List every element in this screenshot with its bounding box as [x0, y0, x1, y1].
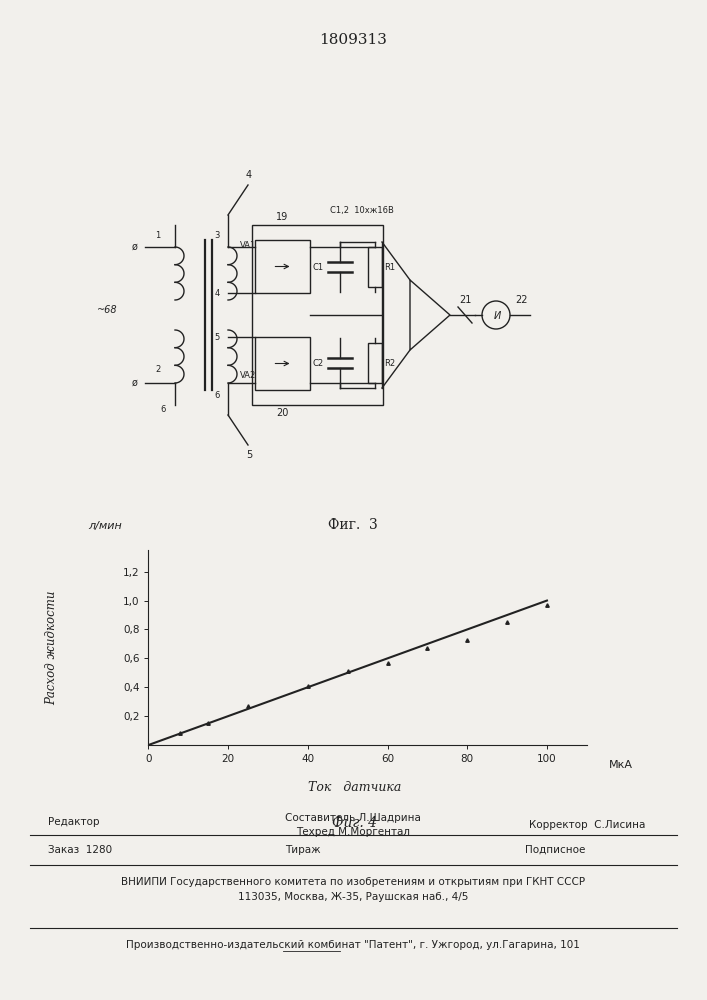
Bar	[255, 240, 310, 293]
Text: Фиг.  3: Фиг. 3	[328, 518, 378, 532]
Text: VA1: VA1	[240, 240, 256, 249]
Text: Фиг. 4: Фиг. 4	[332, 816, 377, 830]
Text: R1: R1	[384, 262, 395, 271]
Text: Редактор: Редактор	[48, 817, 100, 827]
Text: И: И	[493, 311, 501, 321]
Text: ~68: ~68	[98, 305, 118, 315]
Text: 2: 2	[155, 365, 160, 374]
Text: 3: 3	[215, 231, 220, 239]
Text: 113035, Москва, Ж-35, Раушская наб., 4/5: 113035, Москва, Ж-35, Раушская наб., 4/5	[238, 892, 468, 902]
Text: Расход жидкости: Расход жидкости	[45, 590, 59, 705]
Text: Подписное: Подписное	[525, 845, 585, 855]
Text: 19: 19	[276, 212, 288, 222]
Bar	[368, 343, 382, 383]
Text: ø: ø	[132, 378, 138, 388]
Text: 5: 5	[246, 450, 252, 460]
Text: л/мин: л/мин	[88, 520, 122, 530]
Bar	[255, 337, 310, 390]
Text: R2: R2	[384, 359, 395, 367]
Text: 4: 4	[215, 288, 220, 298]
Text: 4: 4	[246, 170, 252, 180]
Text: Тираж: Тираж	[285, 845, 321, 855]
Text: МкА: МкА	[609, 760, 633, 770]
Text: C1,2  10хж16В: C1,2 10хж16В	[330, 206, 394, 215]
Bar	[252, 225, 383, 405]
Text: 20: 20	[276, 408, 288, 418]
Text: Производственно-издательский комбинат "Патент", г. Ужгород, ул.Гагарина, 101: Производственно-издательский комбинат "П…	[126, 940, 580, 950]
Text: 22: 22	[515, 295, 527, 305]
Text: 6: 6	[215, 390, 220, 399]
Text: 21: 21	[459, 295, 471, 305]
Text: C2: C2	[313, 359, 324, 367]
Text: C1: C1	[313, 262, 324, 271]
Text: Заказ  1280: Заказ 1280	[48, 845, 112, 855]
Text: Корректор  С.Лисина: Корректор С.Лисина	[529, 820, 645, 830]
Text: Техред М.Моргентал: Техред М.Моргентал	[296, 827, 410, 837]
Bar	[368, 247, 382, 287]
Text: Составитель Л.Шадрина: Составитель Л.Шадрина	[285, 813, 421, 823]
Text: Ток   датчика: Ток датчика	[308, 781, 401, 794]
Text: 1809313: 1809313	[320, 33, 387, 47]
Text: ø: ø	[132, 242, 138, 252]
Text: 1: 1	[155, 231, 160, 239]
Text: 6: 6	[160, 405, 165, 414]
Text: VA2: VA2	[240, 370, 256, 379]
Text: 5: 5	[215, 332, 220, 342]
Text: ВНИИПИ Государственного комитета по изобретениям и открытиям при ГКНТ СССР: ВНИИПИ Государственного комитета по изоб…	[121, 877, 585, 887]
